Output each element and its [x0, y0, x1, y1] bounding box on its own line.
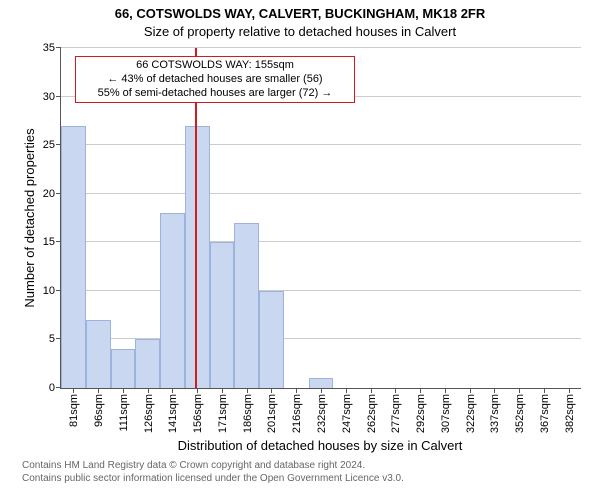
- histogram-bar: [160, 213, 185, 388]
- y-tick-label: 5: [49, 333, 61, 345]
- y-tick-label: 30: [43, 91, 61, 103]
- gridline: [61, 241, 581, 242]
- x-tick-label: 292sqm: [413, 394, 427, 433]
- x-tick-label: 262sqm: [364, 394, 378, 433]
- gridline: [61, 47, 581, 48]
- x-axis-label: Distribution of detached houses by size …: [60, 438, 580, 453]
- y-tick-label: 0: [49, 382, 61, 394]
- x-tick-label: 352sqm: [512, 394, 526, 433]
- gridline: [61, 290, 581, 291]
- histogram-bar: [135, 339, 160, 388]
- y-tick-label: 15: [43, 236, 61, 248]
- histogram-bar: [259, 291, 284, 388]
- x-tick-label: 277sqm: [388, 394, 402, 433]
- x-tick-label: 382sqm: [562, 394, 576, 433]
- y-axis-label: Number of detached properties: [22, 118, 37, 318]
- x-tick-label: 216sqm: [289, 394, 303, 433]
- x-tick-label: 81sqm: [66, 394, 80, 427]
- chart-title: 66, COTSWOLDS WAY, CALVERT, BUCKINGHAM, …: [0, 6, 600, 21]
- x-tick-label: 156sqm: [190, 394, 204, 433]
- y-tick-label: 35: [43, 42, 61, 54]
- x-tick-label: 201sqm: [264, 394, 278, 433]
- histogram-bar: [111, 349, 136, 388]
- annotation-line3: 55% of semi-detached houses are larger (…: [82, 87, 348, 101]
- x-tick-label: 111sqm: [116, 394, 130, 432]
- footer-attribution: Contains HM Land Registry data © Crown c…: [0, 460, 600, 485]
- y-tick-label: 25: [43, 139, 61, 151]
- x-tick-label: 337sqm: [487, 394, 501, 433]
- x-tick-label: 186sqm: [240, 394, 254, 433]
- annotation-box: 66 COTSWOLDS WAY: 155sqm ← 43% of detach…: [75, 56, 355, 103]
- x-tick-label: 307sqm: [438, 394, 452, 433]
- histogram-bar: [185, 126, 210, 388]
- x-tick-label: 247sqm: [339, 394, 353, 433]
- histogram-bar: [309, 378, 334, 388]
- x-tick-label: 141sqm: [165, 394, 179, 433]
- annotation-line1: 66 COTSWOLDS WAY: 155sqm: [82, 59, 348, 73]
- chart-subtitle: Size of property relative to detached ho…: [0, 24, 600, 39]
- histogram-bar: [234, 223, 259, 388]
- annotation-line2: ← 43% of detached houses are smaller (56…: [82, 73, 348, 87]
- histogram-bar: [210, 242, 235, 388]
- histogram-bar: [61, 126, 86, 388]
- chart-container: 66, COTSWOLDS WAY, CALVERT, BUCKINGHAM, …: [0, 0, 600, 500]
- x-tick-label: 232sqm: [314, 394, 328, 433]
- y-tick-label: 20: [43, 188, 61, 200]
- x-tick-label: 322sqm: [463, 394, 477, 433]
- x-tick-label: 171sqm: [215, 394, 229, 433]
- footer-line1: Contains HM Land Registry data © Crown c…: [22, 460, 600, 473]
- footer-line2: Contains public sector information licen…: [22, 473, 600, 486]
- x-tick-label: 96sqm: [91, 394, 105, 427]
- gridline: [61, 144, 581, 145]
- x-tick-label: 126sqm: [141, 394, 155, 433]
- y-tick-label: 10: [43, 285, 61, 297]
- x-tick-label: 367sqm: [537, 394, 551, 433]
- gridline: [61, 193, 581, 194]
- histogram-bar: [86, 320, 111, 388]
